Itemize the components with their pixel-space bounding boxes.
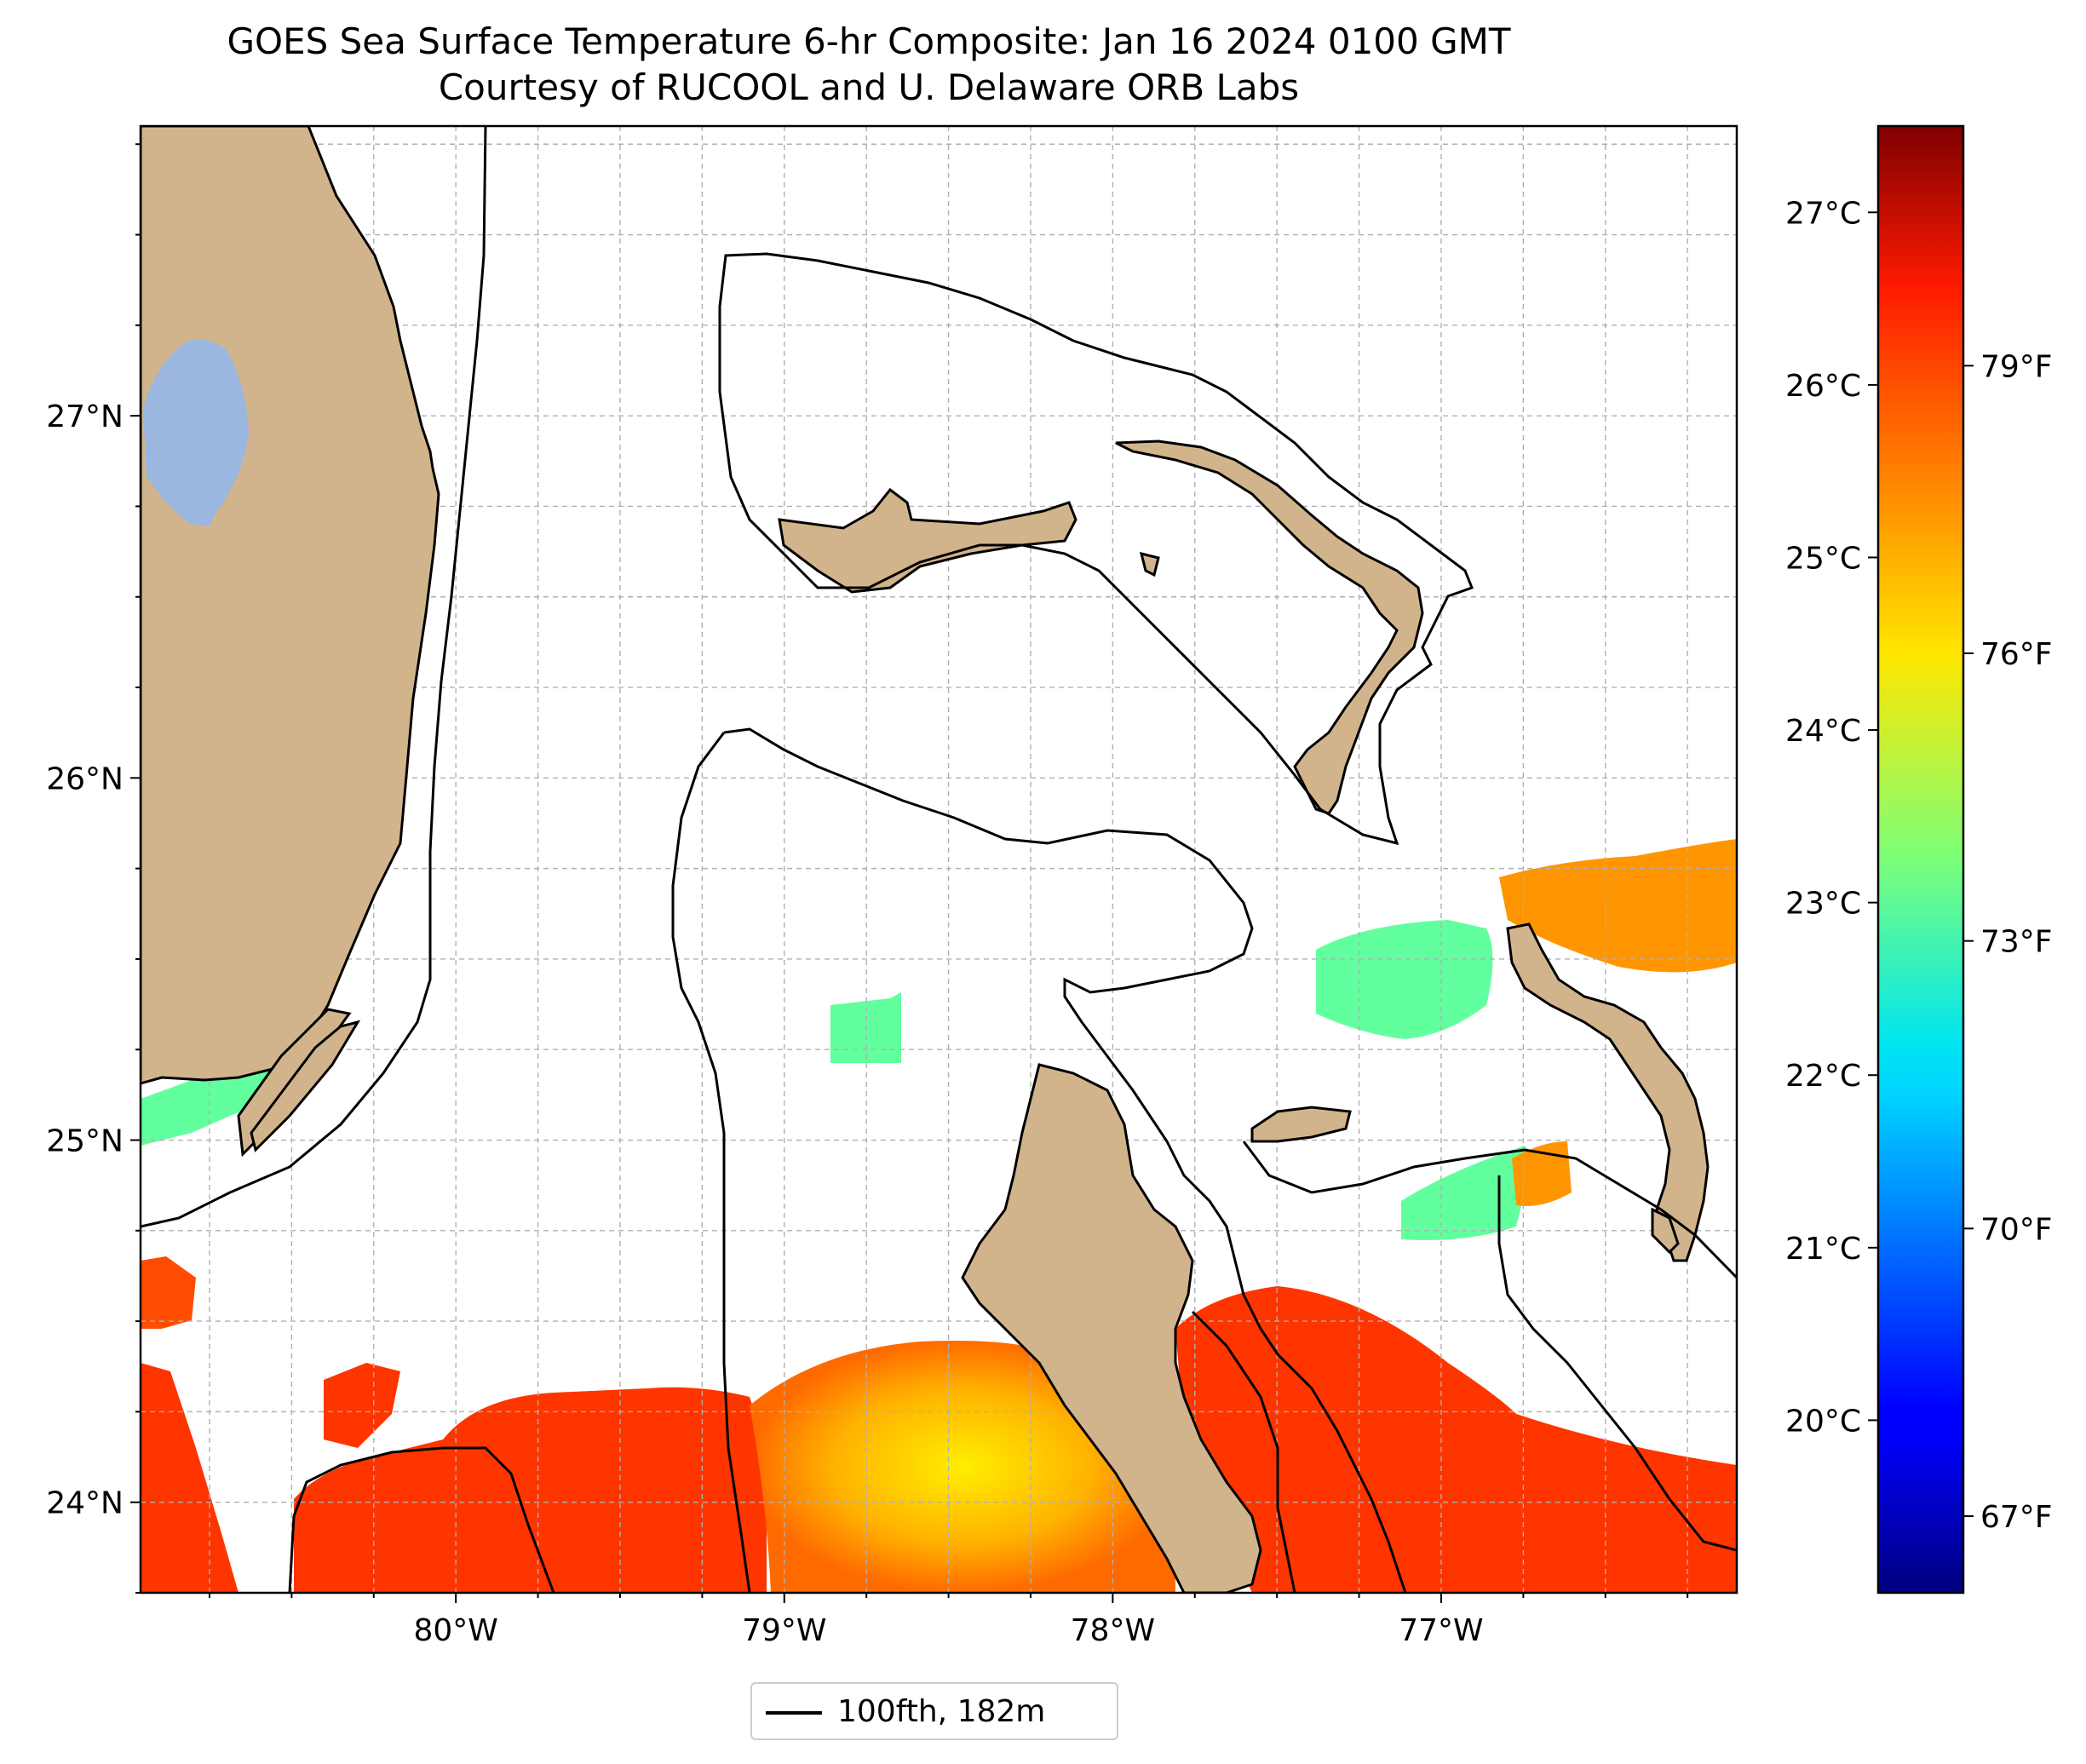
- isobath-florida: [141, 126, 487, 1228]
- sst-patch: [1175, 1286, 1737, 1593]
- fahrenheit-tick-label: 70°F: [1980, 1212, 2053, 1247]
- fahrenheit-tick-label: 76°F: [1980, 637, 2053, 672]
- fahrenheit-tick-label: 79°F: [1980, 349, 2053, 384]
- celsius-tick-label: 22°C: [1785, 1059, 1861, 1094]
- great-abaco: [1115, 440, 1424, 815]
- sst-patch: [294, 1387, 767, 1593]
- fahrenheit-tick-label: 73°F: [1980, 925, 2053, 960]
- map-subtitle: Courtesy of RUCOOL and U. Delaware ORB L…: [438, 66, 1300, 108]
- sst-patch: [141, 1256, 196, 1329]
- sst-patch: [141, 1363, 238, 1593]
- lat-tick-label: 27°N: [46, 399, 124, 434]
- lon-tick-label: 80°W: [413, 1613, 497, 1648]
- celsius-tick-label: 24°C: [1785, 714, 1861, 749]
- legend: 100fth, 182m: [750, 1682, 1118, 1740]
- celsius-tick-label: 25°C: [1785, 541, 1861, 576]
- isobath-layer: [141, 126, 1737, 1593]
- sst-patch: [1512, 1141, 1572, 1206]
- legend-label: 100fth, 182m: [837, 1694, 1046, 1729]
- isobath-exuma: [1497, 1175, 1737, 1552]
- celsius-tick-label: 20°C: [1785, 1404, 1861, 1439]
- sst-patch: [1316, 920, 1493, 1039]
- sst-patch: [1499, 839, 1737, 973]
- grand-bahama: [778, 487, 1077, 594]
- isobath-bank-west: [671, 732, 751, 1593]
- fahrenheit-tick-label: 67°F: [1980, 1500, 2053, 1535]
- celsius-tick-label: 23°C: [1785, 887, 1861, 922]
- exuma-cays: [1651, 1207, 1680, 1255]
- lat-tick-label: 25°N: [46, 1124, 124, 1159]
- axis-ticks: 80°W 79°W 78°W 77°W 27°N 26°N 25°N 24°N: [46, 143, 1689, 1648]
- sst-patch: [141, 1056, 290, 1146]
- isobath-andros-east: [1191, 1310, 1296, 1593]
- isobath-eleuthera-east: [1242, 1141, 1737, 1279]
- andros: [961, 1063, 1262, 1593]
- lon-tick-label: 78°W: [1071, 1613, 1155, 1648]
- land-layer: [141, 126, 1710, 1593]
- map-title: GOES Sea Surface Temperature 6-hr Compos…: [227, 20, 1511, 62]
- lon-tick-label: 77°W: [1399, 1613, 1483, 1648]
- map-frame: [139, 124, 1738, 1594]
- new-providence: [1250, 1106, 1352, 1143]
- legend-line-swatch: [766, 1711, 822, 1715]
- colorbar: [1876, 124, 1965, 1594]
- lat-tick-label: 24°N: [46, 1486, 124, 1521]
- berry-islands: [1139, 551, 1160, 577]
- lat-tick-label: 26°N: [46, 761, 124, 796]
- eleuthera: [1506, 922, 1710, 1262]
- celsius-tick-label: 26°C: [1785, 369, 1861, 404]
- lon-tick-label: 79°W: [742, 1613, 826, 1648]
- celsius-tick-label: 21°C: [1785, 1232, 1861, 1267]
- key-largo: [250, 1020, 361, 1152]
- sst-patch: [324, 1363, 400, 1448]
- celsius-tick-label: 27°C: [1785, 196, 1861, 231]
- lake-okeechobee: [143, 339, 249, 526]
- isobath-great-bahama: [723, 727, 1407, 1593]
- colorbar-ticks: 27°C 26°C 25°C 24°C 23°C 22°C 21°C 20°C 79°F 76°F…: [1785, 196, 2052, 1535]
- isobath-cay-sal: [288, 1446, 555, 1593]
- isobath-little-bahama: [718, 252, 1474, 846]
